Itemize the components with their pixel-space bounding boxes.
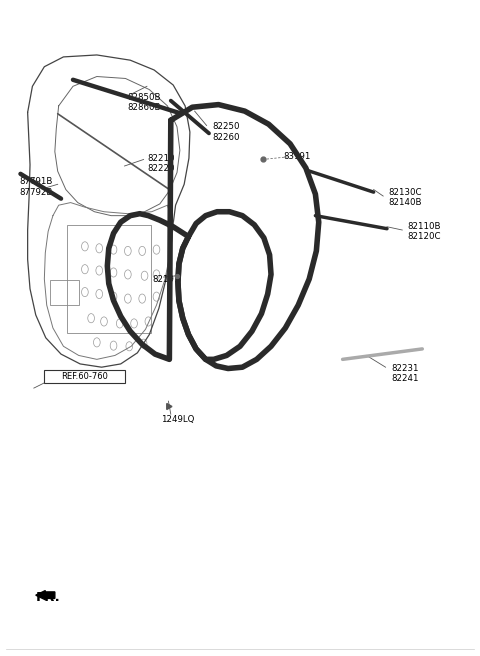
Text: 82210
82220: 82210 82220 — [147, 154, 175, 173]
Bar — [50, 280, 79, 305]
Bar — [67, 226, 151, 333]
Bar — [44, 370, 125, 383]
Text: 82130C
82140B: 82130C 82140B — [388, 188, 421, 207]
Text: 82191: 82191 — [152, 275, 180, 284]
Text: FR.: FR. — [36, 591, 60, 604]
Text: 87791B
87792B: 87791B 87792B — [19, 177, 52, 197]
Text: 82231
82241: 82231 82241 — [391, 364, 419, 383]
Text: REF.60-760: REF.60-760 — [61, 372, 108, 381]
Polygon shape — [36, 590, 55, 600]
Text: 83191: 83191 — [284, 152, 311, 161]
Text: 82250
82260: 82250 82260 — [212, 122, 240, 142]
Text: 82110B
82120C: 82110B 82120C — [407, 222, 441, 241]
Text: 1249LQ: 1249LQ — [161, 415, 195, 424]
Text: 82850B
82860B: 82850B 82860B — [128, 93, 161, 112]
